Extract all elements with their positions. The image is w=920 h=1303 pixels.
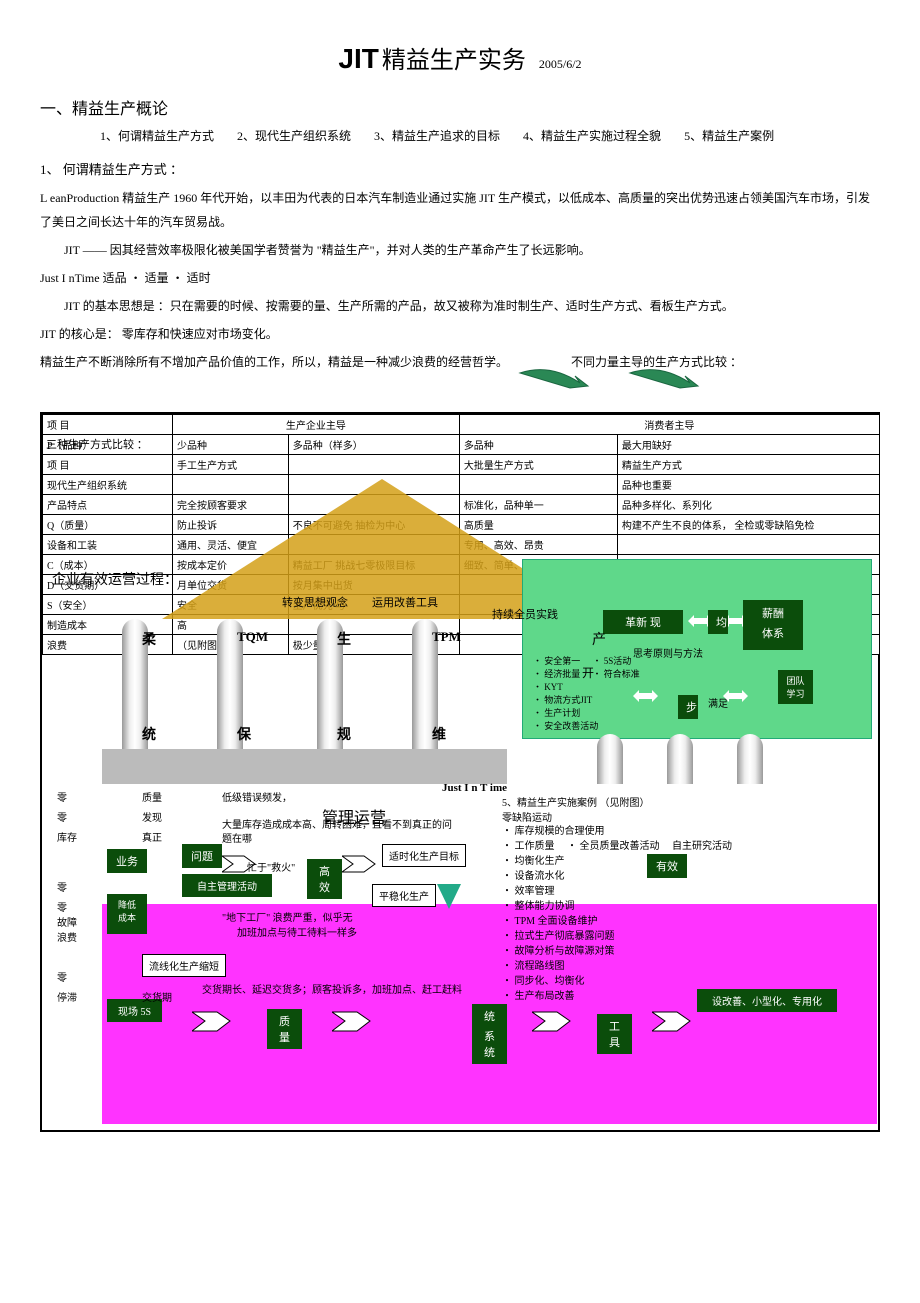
chevron-icon [532,1009,572,1034]
pillar-6 [667,734,693,784]
chevron-icon [342,854,377,874]
green-panel: 革新 现 薪酬体系 均 步 团队学习 ・ 安全第一 ・ 5S活动 ・ 经济批量 … [522,559,872,739]
page-title: JIT 精益生产实务 2005/6/2 [40,40,880,75]
p6a: 精益生产不断消除所有不增加产品价值的工作，所以，精益是一种减少浪费的经营哲学。 [40,355,508,369]
title-date: 2005/6/2 [539,57,582,71]
title-sub: 精益生产实务 [382,48,526,74]
plabel-3: 生 [337,629,351,649]
p3: Just I nTime 适品 ・ 适量 ・ 适时 [40,266,880,290]
chevron-icon [652,1009,692,1034]
plabel-4: TPM [432,629,461,645]
pillar-7 [737,734,763,784]
plabel-b4: 维 [432,724,446,744]
p1: L eanProduction 精益生产 1960 年代开始，以丰田为代表的日本… [40,186,880,234]
arrows-top [40,368,880,398]
p6b: 不同力量主导的生产方式比较 ： [571,355,742,369]
right-bullets: ・ 库存规模的合理使用 ・ 工作质量 ・ 全员质量改善活动 自主研究活动 ・ 均… [502,824,732,1004]
p5: JIT 的核心是： 零库存和快速应对市场变化。 [40,322,880,346]
item5: 5、精益生产案例 [684,129,774,143]
section-heading: 一、精益生产概论 [40,95,880,119]
gd-team: 团队学习 [778,670,813,704]
wb-flow: 流线化生产缩短 [142,954,226,977]
p4: JIT 的基本思想是 ：只在需要的时候、按需要的量、生产所需的产品，故又被称为准… [40,294,880,318]
roof-l2: 转变思想观念 [282,594,348,610]
p2: JIT —— 因其经营效率极限化被美国学者赞誉为 "精益生产"，并对人类的生产革… [40,238,880,262]
gd-revolution: 革新 现 [603,610,683,634]
chevron-icon [332,1009,372,1034]
roof-l1: 企业有效运营过程： [52,569,178,589]
green-arrow-down-icon [437,884,461,909]
gd-avg: 均 [708,610,728,634]
item1: 1、何谓精益生产方式 [100,129,214,143]
sub1-heading: 1、 何谓精益生产方式 ： [40,159,880,178]
grey-band [102,749,507,784]
title-main: JIT [338,43,378,74]
item2: 2、现代生产组织系统 [237,129,351,143]
plabel-b1: 统 [142,724,156,744]
item3: 3、精益生产追求的目标 [374,129,500,143]
roof-l4: 持续全员实践 [492,606,558,622]
pillar-5 [597,734,623,784]
item4: 4、精益生产实施过程全貌 [523,129,661,143]
section-items: 1、何谓精益生产方式 2、现代生产组织系统 3、精益生产追求的目标 4、精益生产… [100,127,880,144]
wb-jit-target: 适时化生产目标 [382,844,466,867]
chevron-icon [192,1009,232,1034]
gd-salary: 薪酬体系 [743,600,803,650]
plabel-b3: 规 [337,724,351,744]
plabel-1: 柔 [142,629,156,649]
plabel-2: TQM [237,629,268,645]
wb-smooth: 平稳化生产 [372,884,436,907]
roof-l3: 运用改善工具 [372,594,438,610]
gd-step: 步 [678,695,698,719]
jit-label: Just I n T ime [442,782,507,794]
plabel-b2: 保 [237,724,251,744]
table1-caption: 三种生产方式比较 ： [46,436,148,452]
diagram-zone: 项 目生产企业主导消费者主导 P（品种）少品种多品种（样多）多品种最大用缺好 项… [40,412,880,1132]
